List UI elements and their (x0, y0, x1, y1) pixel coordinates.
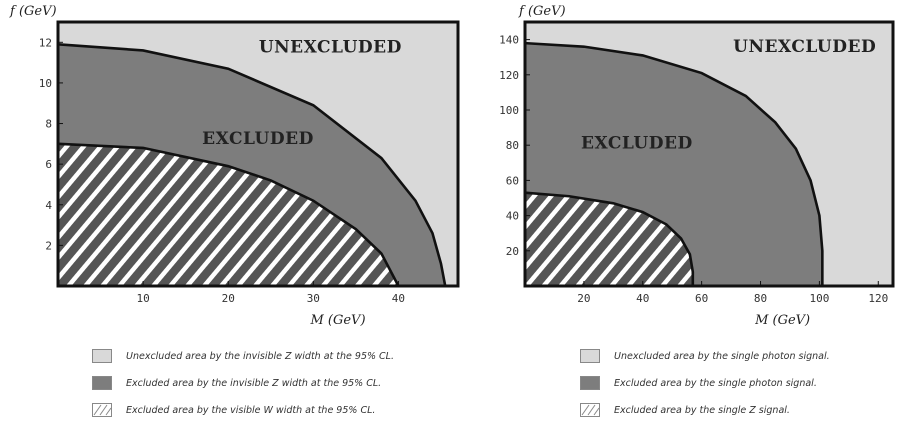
hatched-excluded-region (58, 143, 399, 286)
legend-item: Excluded area by the visible W width at … (92, 401, 394, 419)
x-axis-label: M (GeV) (754, 313, 810, 328)
boundary-curve-dark (57, 43, 447, 287)
y-tick-label: 4 (45, 199, 52, 212)
legend-swatch-hatch (92, 403, 112, 417)
x-tick-label: 80 (754, 292, 767, 305)
x-tick-label: 40 (636, 292, 649, 305)
legend-item: Unexcluded area by the invisible Z width… (92, 347, 394, 365)
y-tick-label: 2 (45, 239, 52, 252)
left-chart-legend: Unexcluded area by the invisible Z width… (92, 347, 394, 419)
legend-swatch-light (92, 349, 112, 363)
boundary-curve-dark (524, 41, 824, 286)
left-chart-panel: 10 20 30 40 2 4 6 8 10 12 f (GeV) M (GeV) UNEXCLUDED… (9, 4, 460, 328)
right-chart-panel: 20 40 60 80 100 120 20 40 60 80 100 120 140 f (GeV) M … (499, 4, 895, 328)
legend-text: Excluded area by the visible W width at … (126, 404, 376, 416)
x-tick-label: 20 (222, 292, 235, 305)
y-tick-label: 10 (39, 77, 52, 90)
right-chart-legend: Unexcluded area by the single photon sig… (580, 347, 830, 419)
x-tick-label: 60 (695, 292, 708, 305)
legend-text: Unexcluded area by the single photon sig… (614, 350, 830, 362)
boundary-curve-hatch (524, 191, 695, 286)
legend-item: Excluded area by the invisible Z width a… (92, 374, 394, 392)
x-tick-label: 40 (392, 292, 405, 305)
legend-text: Excluded area by the single photon signa… (614, 377, 817, 389)
plot-frame (56, 20, 460, 288)
y-tick-label: 40 (506, 210, 519, 223)
excluded-label: EXCLUDED (581, 134, 693, 154)
y-axis-label: f (GeV) (518, 4, 566, 19)
y-tick-label: 8 (45, 118, 52, 131)
legend-text: Excluded area by the single Z signal. (614, 404, 790, 416)
hatched-excluded-region (525, 192, 693, 286)
legend-text: Excluded area by the invisible Z width a… (126, 377, 382, 389)
legend-swatch-dark (580, 376, 600, 390)
y-tick-label: 140 (499, 34, 519, 47)
x-tick-label: 120 (868, 292, 888, 305)
y-tick-label: 6 (45, 158, 52, 171)
y-tick-label: 120 (499, 69, 519, 82)
legend-swatch-hatch (580, 403, 600, 417)
y-tick-label: 60 (506, 174, 519, 187)
y-tick-label: 80 (506, 139, 519, 152)
x-tick-label: 20 (577, 292, 590, 305)
y-axis-label: f (GeV) (9, 4, 57, 19)
legend-swatch-light (580, 349, 600, 363)
y-tick-label: 100 (499, 104, 519, 117)
legend-text: Unexcluded area by the invisible Z width… (126, 350, 394, 362)
x-tick-label: 30 (307, 292, 320, 305)
excluded-label: EXCLUDED (202, 129, 314, 149)
unexcluded-label: UNEXCLUDED (733, 37, 876, 57)
unexcluded-label: UNEXCLUDED (259, 37, 402, 57)
x-axis-label: M (GeV) (309, 313, 365, 328)
boundary-curve-hatch (57, 142, 400, 287)
plot-frame (523, 20, 895, 288)
x-tick-label: 10 (136, 292, 149, 305)
x-tick-label: 100 (809, 292, 829, 305)
legend-item: Excluded area by the single Z signal. (580, 401, 830, 419)
y-tick-label: 12 (39, 36, 52, 49)
legend-item: Unexcluded area by the single photon sig… (580, 347, 830, 365)
y-tick-label: 20 (506, 245, 519, 258)
legend-swatch-dark (92, 376, 112, 390)
legend-item: Excluded area by the single photon signa… (580, 374, 830, 392)
